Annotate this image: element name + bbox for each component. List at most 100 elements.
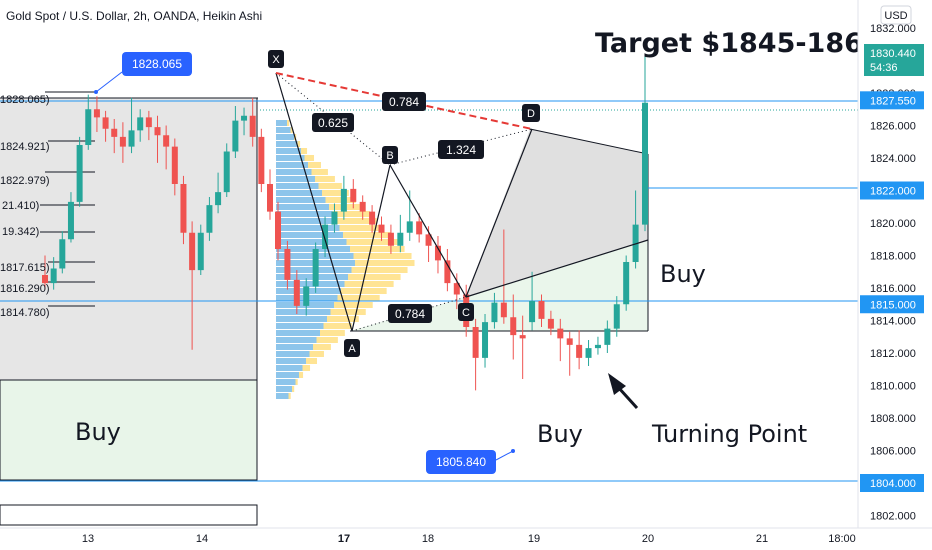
price-level-badge (860, 295, 924, 314)
left-buy-zone (0, 379, 258, 481)
candle-body (206, 205, 213, 233)
candle-body (303, 286, 310, 306)
volume-bar-yellow (309, 351, 324, 357)
volume-bar-yellow (337, 295, 380, 301)
candle-body (491, 302, 498, 323)
volume-bar-blue (276, 316, 327, 322)
price-level-badge (860, 91, 924, 110)
low-tag-connector (495, 450, 514, 461)
candle-body (93, 109, 100, 118)
left-level-label: 1816.290) (0, 283, 50, 295)
volume-bar-blue (276, 197, 326, 203)
time-tick-label: 20 (642, 533, 654, 545)
volume-bar-blue (276, 274, 348, 280)
candle-body (258, 136, 265, 184)
volume-bar-yellow (336, 218, 377, 224)
candle-body (566, 338, 573, 345)
price-tick-label: 1808.000 (870, 413, 916, 425)
candle-body (128, 130, 135, 147)
candle-body (67, 201, 74, 240)
low-tag-dot (511, 449, 515, 453)
candle-body (538, 301, 545, 319)
point-x-label: X (272, 54, 280, 66)
price-tick-label: 1824.000 (870, 153, 916, 165)
volume-bar-yellow (301, 148, 308, 154)
candle-body (594, 344, 601, 349)
candle-body (50, 268, 57, 284)
candle-body (137, 117, 144, 131)
candle-body (197, 232, 204, 271)
price-tick-label: 1802.000 (870, 511, 916, 523)
left-level-label: 1817.615) (0, 262, 50, 274)
candle-body (482, 322, 489, 358)
point-d-badge (522, 104, 540, 122)
candle-body (378, 224, 385, 233)
volume-bar-yellow (316, 337, 338, 343)
low-price-tag-text: 1805.840 (436, 455, 486, 469)
pattern-box (466, 129, 648, 297)
candle-body (180, 184, 187, 233)
point-labels: X A B C D 0.625 0.784 0.784 1.324 (268, 50, 540, 357)
candle-body (241, 115, 248, 121)
candle-body (529, 301, 536, 323)
candle-body (340, 188, 347, 212)
point-b-badge (382, 146, 398, 164)
left-level-label: 1824.921) (0, 141, 50, 153)
volume-bar-yellow (302, 365, 311, 371)
candle-body (215, 192, 222, 206)
volume-bar-blue (276, 211, 333, 217)
candle-body (145, 117, 152, 128)
volume-bar-blue (276, 386, 292, 392)
volume-bar-yellow (332, 211, 370, 217)
turning-point-annotation: Turning Point (651, 420, 807, 448)
candle-body (76, 145, 83, 202)
candle-body (249, 115, 256, 137)
candle-body (350, 188, 357, 202)
ratio-ac-badge (388, 304, 432, 323)
volume-bar-yellow (344, 281, 394, 287)
level-badges: 1827.550 1822.000 1815.000 1804.000 (860, 91, 924, 492)
volume-bar-yellow (304, 155, 315, 161)
candle-body (312, 249, 319, 287)
price-axis[interactable] (858, 0, 932, 550)
price-level-label: 1822.000 (870, 186, 916, 198)
volume-bar-yellow (315, 176, 335, 182)
currency-button[interactable] (880, 5, 912, 25)
harmonic-pattern (275, 72, 649, 332)
candle-body (519, 335, 526, 339)
price-tick-label: 1810.000 (870, 381, 916, 393)
time-axis[interactable]: 13 14 17 18 19 20 21 18:00 (82, 533, 856, 545)
candle-body (557, 328, 564, 339)
volume-bar-yellow (353, 253, 412, 259)
volume-bar-yellow (334, 302, 373, 308)
volume-bar-blue (276, 127, 291, 133)
volume-bar-yellow (299, 372, 304, 378)
time-tick-label: 21 (756, 533, 768, 545)
volume-bar-blue (276, 218, 336, 224)
ratio-bd: 1.324 (446, 143, 476, 157)
volume-bar-yellow (325, 197, 356, 203)
volume-bar-yellow (351, 267, 408, 273)
price-tick-label: 1812.000 (870, 348, 916, 360)
volume-bar-yellow (313, 344, 331, 350)
volume-bar-blue (276, 162, 308, 168)
candle-body (284, 249, 291, 280)
point-b-label: B (386, 150, 393, 162)
candle-body (425, 234, 432, 246)
point-x-badge (268, 50, 284, 68)
volume-bar-yellow (323, 323, 352, 329)
volume-bar-yellow (308, 162, 321, 168)
volume-bar-yellow (295, 379, 298, 385)
volume-bar-blue (276, 134, 294, 140)
left-lower-box (0, 504, 258, 526)
price-tick-label: 1832.000 (870, 23, 916, 35)
volume-bar-yellow (348, 274, 401, 280)
left-level-label: 1828.065) (0, 94, 50, 106)
candle-body (42, 275, 48, 284)
buy-annotation-left: Buy (75, 418, 121, 446)
price-tick-label: 1826.000 (870, 121, 916, 133)
volume-bar-blue (276, 393, 289, 399)
low-price-tag (426, 450, 496, 474)
candle-body (434, 245, 441, 261)
